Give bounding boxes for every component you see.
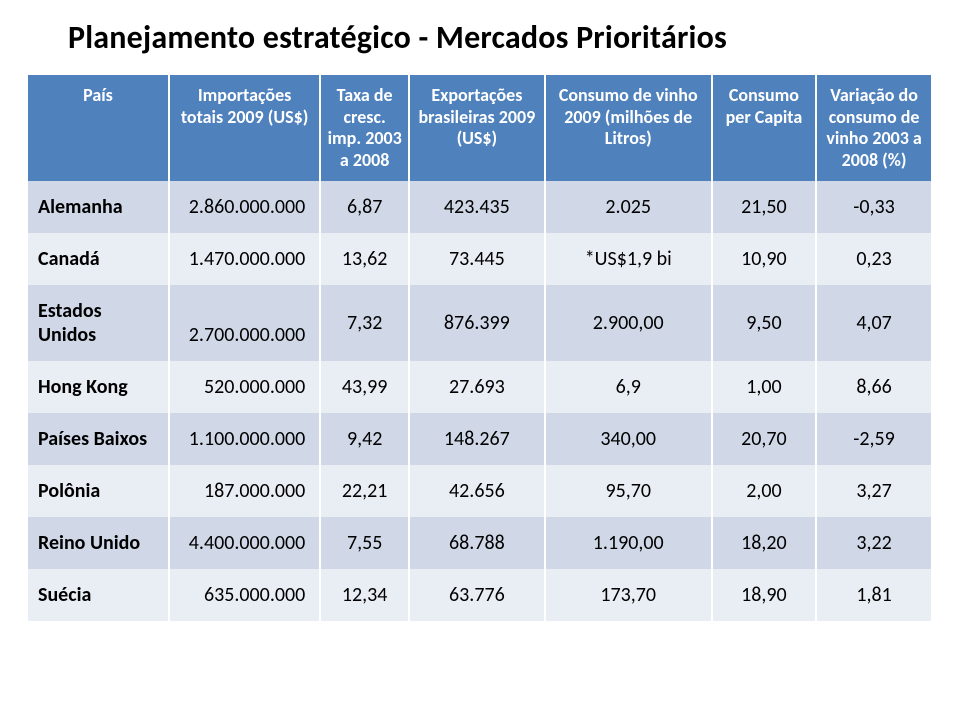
slide: Planejamento estratégico - Mercados Prio…: [0, 0, 959, 718]
cell-taxa: 7,32: [320, 285, 409, 361]
cell-consumo: 173,70: [545, 569, 712, 621]
cell-imp: 520.000.000: [169, 361, 320, 413]
cell-taxa: 9,42: [320, 413, 409, 465]
cell-pais: Reino Unido: [28, 517, 169, 569]
cell-pais: Polônia: [28, 465, 169, 517]
cell-consumo: 2.025: [545, 181, 712, 233]
col-header-capita: Consumo per Capita: [712, 75, 816, 181]
page-title: Planejamento estratégico - Mercados Prio…: [68, 18, 931, 57]
cell-var: -0,33: [816, 181, 931, 233]
cell-capita: 21,50: [712, 181, 816, 233]
cell-pais: Estados Unidos: [28, 285, 169, 361]
cell-consumo: 1.190,00: [545, 517, 712, 569]
cell-capita: 18,90: [712, 569, 816, 621]
cell-var: 8,66: [816, 361, 931, 413]
cell-consumo: *US$1,9 bi: [545, 233, 712, 285]
cell-consumo: 2.900,00: [545, 285, 712, 361]
cell-pais: Países Baixos: [28, 413, 169, 465]
cell-consumo: 340,00: [545, 413, 712, 465]
cell-capita: 1,00: [712, 361, 816, 413]
table-row: Reino Unido 4.400.000.000 7,55 68.788 1.…: [28, 517, 931, 569]
cell-imp: 187.000.000: [169, 465, 320, 517]
col-header-exp: Exportações brasileiras 2009 (US$): [409, 75, 545, 181]
cell-pais: Suécia: [28, 569, 169, 621]
cell-var: -2,59: [816, 413, 931, 465]
cell-capita: 10,90: [712, 233, 816, 285]
cell-consumo: 95,70: [545, 465, 712, 517]
cell-var: 4,07: [816, 285, 931, 361]
table-row: Canadá 1.470.000.000 13,62 73.445 *US$1,…: [28, 233, 931, 285]
cell-imp: 635.000.000: [169, 569, 320, 621]
col-header-consumo: Consumo de vinho 2009 (milhões de Litros…: [545, 75, 712, 181]
cell-taxa: 12,34: [320, 569, 409, 621]
cell-var: 0,23: [816, 233, 931, 285]
table-row: Suécia 635.000.000 12,34 63.776 173,70 1…: [28, 569, 931, 621]
cell-taxa: 22,21: [320, 465, 409, 517]
cell-exp: 27.693: [409, 361, 545, 413]
priority-markets-table: País Importações totais 2009 (US$) Taxa …: [28, 75, 931, 621]
cell-exp: 68.788: [409, 517, 545, 569]
col-header-imp: Importações totais 2009 (US$): [169, 75, 320, 181]
cell-capita: 18,20: [712, 517, 816, 569]
cell-capita: 9,50: [712, 285, 816, 361]
cell-var: 3,22: [816, 517, 931, 569]
cell-var: 3,27: [816, 465, 931, 517]
cell-imp: 2.860.000.000: [169, 181, 320, 233]
cell-imp: 2.700.000.000: [169, 285, 320, 361]
cell-exp: 42.656: [409, 465, 545, 517]
cell-pais: Canadá: [28, 233, 169, 285]
cell-taxa: 7,55: [320, 517, 409, 569]
col-header-taxa: Taxa de cresc. imp. 2003 a 2008: [320, 75, 409, 181]
cell-consumo: 6,9: [545, 361, 712, 413]
cell-exp: 63.776: [409, 569, 545, 621]
cell-exp: 423.435: [409, 181, 545, 233]
cell-taxa: 6,87: [320, 181, 409, 233]
cell-imp: 1.100.000.000: [169, 413, 320, 465]
cell-var: 1,81: [816, 569, 931, 621]
table-row: Alemanha 2.860.000.000 6,87 423.435 2.02…: [28, 181, 931, 233]
col-header-pais: País: [28, 75, 169, 181]
table-body: Alemanha 2.860.000.000 6,87 423.435 2.02…: [28, 181, 931, 621]
cell-exp: 876.399: [409, 285, 545, 361]
cell-pais: Hong Kong: [28, 361, 169, 413]
cell-pais: Alemanha: [28, 181, 169, 233]
cell-capita: 2,00: [712, 465, 816, 517]
table-row: Hong Kong 520.000.000 43,99 27.693 6,9 1…: [28, 361, 931, 413]
cell-taxa: 13,62: [320, 233, 409, 285]
cell-capita: 20,70: [712, 413, 816, 465]
table-row: Países Baixos 1.100.000.000 9,42 148.267…: [28, 413, 931, 465]
cell-exp: 73.445: [409, 233, 545, 285]
cell-imp: 1.470.000.000: [169, 233, 320, 285]
cell-taxa: 43,99: [320, 361, 409, 413]
table-row: Polônia 187.000.000 22,21 42.656 95,70 2…: [28, 465, 931, 517]
table-header-row: País Importações totais 2009 (US$) Taxa …: [28, 75, 931, 181]
table-row: Estados Unidos 2.700.000.000 7,32 876.39…: [28, 285, 931, 361]
cell-imp: 4.400.000.000: [169, 517, 320, 569]
cell-exp: 148.267: [409, 413, 545, 465]
col-header-var: Variação do consumo de vinho 2003 a 2008…: [816, 75, 931, 181]
